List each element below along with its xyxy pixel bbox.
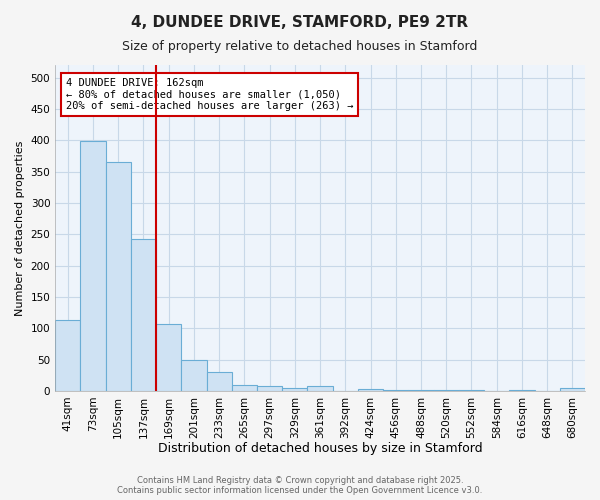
Bar [560,388,585,391]
Bar [282,388,307,391]
Bar [459,390,484,391]
Text: Size of property relative to detached houses in Stamford: Size of property relative to detached ho… [122,40,478,53]
Text: 4 DUNDEE DRIVE: 162sqm
← 80% of detached houses are smaller (1,050)
20% of semi-: 4 DUNDEE DRIVE: 162sqm ← 80% of detached… [66,78,353,111]
Bar [131,238,156,391]
Bar [55,320,80,391]
Text: 4, DUNDEE DRIVE, STAMFORD, PE9 2TR: 4, DUNDEE DRIVE, STAMFORD, PE9 2TR [131,15,469,30]
Bar [156,324,181,391]
Bar [307,386,332,391]
Bar [358,389,383,391]
Bar [206,372,232,391]
Bar [509,390,535,391]
Bar [434,390,459,391]
Bar [106,162,131,391]
Y-axis label: Number of detached properties: Number of detached properties [15,140,25,316]
Bar [232,385,257,391]
X-axis label: Distribution of detached houses by size in Stamford: Distribution of detached houses by size … [158,442,482,455]
Bar [257,386,282,391]
Bar [181,360,206,391]
Bar [409,390,434,391]
Text: Contains HM Land Registry data © Crown copyright and database right 2025.
Contai: Contains HM Land Registry data © Crown c… [118,476,482,495]
Bar [80,142,106,391]
Bar [383,390,409,391]
